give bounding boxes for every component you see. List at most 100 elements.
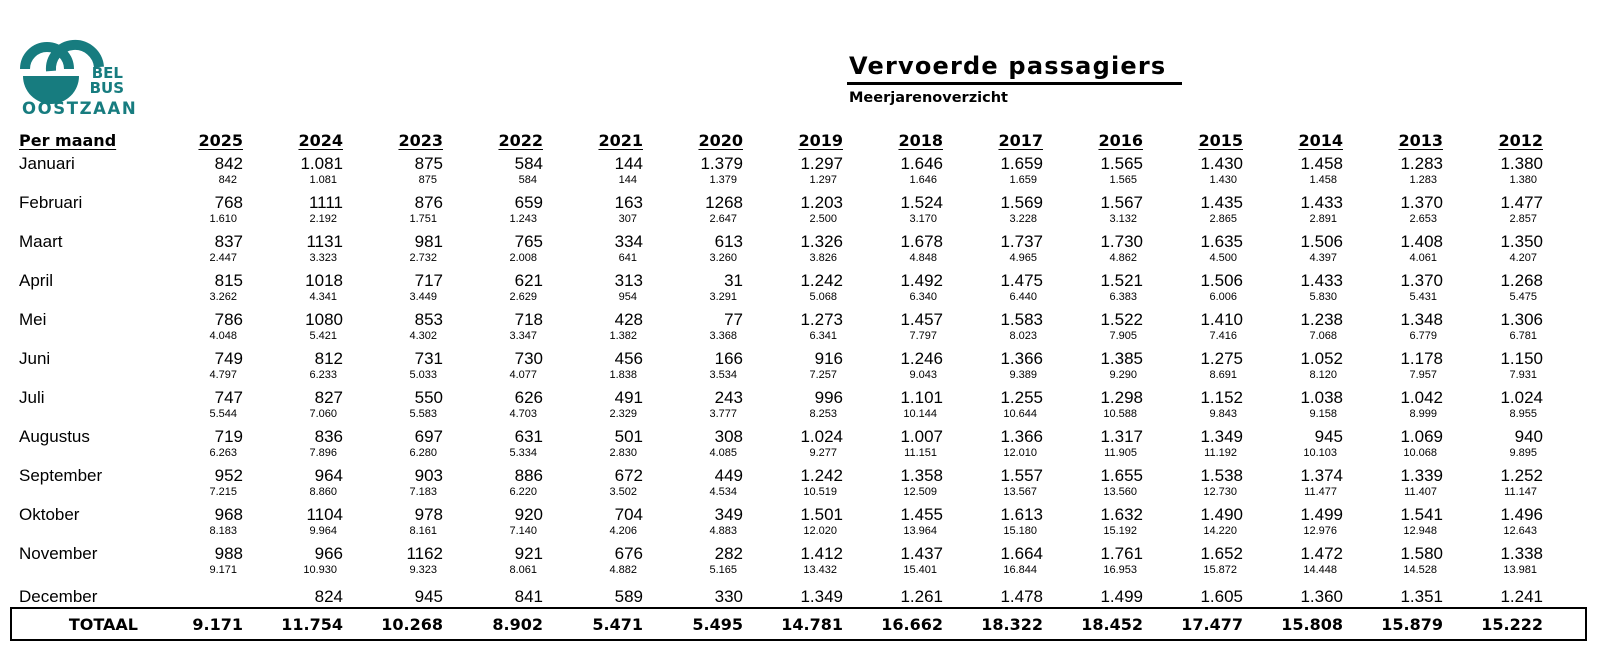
cumulative-value-cell: 8.691 bbox=[1209, 369, 1237, 381]
cumulative-value-cell: 9.843 bbox=[1209, 408, 1237, 420]
month-value-cell: 1111 bbox=[308, 193, 343, 212]
cumulative-value-cell: 10.103 bbox=[1303, 447, 1337, 459]
cumulative-value-cell: 7.140 bbox=[509, 525, 537, 537]
cumulative-row-mei: 4.048 5.421 4.302 3.347 1.382 3.368 6.341 7.797… bbox=[11, 330, 1586, 345]
cumulative-value-cell: 5.431 bbox=[1409, 291, 1437, 303]
filler-cell bbox=[1546, 564, 1586, 579]
month-value-cell: 837 bbox=[214, 232, 243, 251]
cumulative-row-september: 7.215 8.860 7.183 6.220 3.502 4.534 10.519 12.5… bbox=[11, 486, 1586, 501]
month-value-cell: 308 bbox=[714, 427, 743, 446]
month-value-cell: 1.522 bbox=[1100, 310, 1143, 329]
cumulative-value-cell: 11.151 bbox=[904, 447, 937, 459]
cumulative-value-cell: 13.432 bbox=[803, 564, 837, 576]
cumulative-value-cell: 5.583 bbox=[409, 408, 437, 420]
cumulative-value-cell: 4.965 bbox=[1009, 252, 1037, 264]
month-value-cell: 876 bbox=[414, 193, 443, 212]
month-value-cell: 1.042 bbox=[1400, 388, 1443, 407]
cumulative-value-cell: 2.891 bbox=[1309, 213, 1337, 225]
total-value-cell: 16.662 bbox=[846, 607, 946, 641]
month-row-september: September 952 964 903 886 672 449 1.242 1.358 1.5… bbox=[11, 462, 1586, 486]
month-value-cell: 875 bbox=[414, 154, 443, 173]
month-value-cell: 827 bbox=[314, 388, 343, 407]
cumulative-value-cell: 8.183 bbox=[209, 525, 237, 537]
cumulative-value-cell: 5.334 bbox=[509, 447, 537, 459]
cumulative-value-cell: 12.730 bbox=[1203, 486, 1237, 498]
cumulative-value-cell: 4.085 bbox=[709, 447, 737, 459]
month-value-cell: 719 bbox=[214, 427, 243, 446]
cumulative-value-cell: 9.389 bbox=[1009, 369, 1037, 381]
cumulative-value-cell: 14.220 bbox=[1203, 525, 1237, 537]
cumulative-value-cell: 13.560 bbox=[1103, 486, 1137, 498]
cumulative-value-cell: 4.206 bbox=[609, 525, 637, 537]
month-value-cell: 1.298 bbox=[1100, 388, 1143, 407]
cumulative-value-cell: 4.397 bbox=[1309, 252, 1337, 264]
month-value-cell: 1.152 bbox=[1200, 388, 1243, 407]
cumulative-value-cell: 875 bbox=[418, 174, 437, 186]
cumulative-value-cell: 4.862 bbox=[1109, 252, 1137, 264]
cumulative-value-cell: 1.243 bbox=[509, 213, 537, 225]
month-value-cell: 456 bbox=[614, 349, 643, 368]
column-header-year-2021: 2021 bbox=[598, 131, 643, 150]
cumulative-value-cell: 4.883 bbox=[709, 525, 737, 537]
month-value-cell: 1.477 bbox=[1500, 193, 1543, 212]
month-value-cell: 1.567 bbox=[1100, 193, 1143, 212]
cumulative-value-cell: 2.500 bbox=[809, 213, 837, 225]
month-value-cell: 428 bbox=[614, 310, 643, 329]
cumulative-value-cell: 2.647 bbox=[709, 213, 737, 225]
cumulative-label-spacer bbox=[11, 213, 146, 228]
month-value-cell: 1.455 bbox=[900, 505, 943, 524]
month-value-cell: 1.317 bbox=[1100, 427, 1143, 446]
cumulative-value-cell: 5.165 bbox=[709, 564, 737, 576]
cumulative-value-cell: 4.703 bbox=[509, 408, 537, 420]
cumulative-value-cell: 15.180 bbox=[1003, 525, 1037, 537]
total-value-cell: 11.754 bbox=[246, 607, 346, 641]
cumulative-value-cell: 584 bbox=[518, 174, 537, 186]
filler-cell bbox=[1546, 486, 1586, 501]
month-value-cell: 1.255 bbox=[1000, 388, 1043, 407]
cumulative-value-cell: 2.008 bbox=[509, 252, 537, 264]
month-value-cell: 1.408 bbox=[1400, 232, 1443, 251]
cumulative-value-cell: 6.341 bbox=[809, 330, 837, 342]
month-value-cell: 1.492 bbox=[900, 271, 943, 290]
cumulative-value-cell: 2.653 bbox=[1409, 213, 1437, 225]
month-label: Juli bbox=[19, 388, 45, 407]
month-value-cell: 676 bbox=[614, 544, 643, 563]
month-value-cell: 1.410 bbox=[1200, 310, 1243, 329]
cumulative-value-cell: 7.957 bbox=[1409, 369, 1437, 381]
month-value-cell: 621 bbox=[514, 271, 543, 290]
cumulative-value-cell: 6.383 bbox=[1109, 291, 1137, 303]
month-value-cell: 1.275 bbox=[1200, 349, 1243, 368]
month-value-cell: 1.737 bbox=[1000, 232, 1043, 251]
logo-right-dome-icon bbox=[45, 39, 104, 72]
month-value-cell: 841 bbox=[514, 587, 543, 606]
month-value-cell: 1.433 bbox=[1300, 271, 1343, 290]
total-value-cell: 5.495 bbox=[646, 607, 746, 641]
month-value-cell: 836 bbox=[314, 427, 343, 446]
cumulative-value-cell: 144 bbox=[618, 174, 637, 186]
cumulative-value-cell: 4.048 bbox=[209, 330, 237, 342]
month-value-cell: 1.632 bbox=[1100, 505, 1143, 524]
cumulative-value-cell: 3.502 bbox=[609, 486, 637, 498]
cumulative-value-cell: 2.732 bbox=[409, 252, 437, 264]
month-value-cell: 697 bbox=[414, 427, 443, 446]
cumulative-value-cell: 3.323 bbox=[309, 252, 337, 264]
filler-cell bbox=[1546, 525, 1586, 540]
cumulative-value-cell: 4.061 bbox=[1409, 252, 1437, 264]
month-label: Mei bbox=[19, 310, 47, 329]
cumulative-value-cell: 4.534 bbox=[709, 486, 737, 498]
month-value-cell: 921 bbox=[514, 544, 543, 563]
cumulative-value-cell: 4.077 bbox=[509, 369, 537, 381]
total-value-cell: 15.879 bbox=[1346, 607, 1446, 641]
month-row-april: April 815 1018 717 621 313 31 1.242 1.492 1.475 1.… bbox=[11, 267, 1586, 291]
cumulative-value-cell: 9.323 bbox=[409, 564, 437, 576]
cumulative-value-cell: 15.872 bbox=[1203, 564, 1237, 576]
cumulative-value-cell: 3.368 bbox=[709, 330, 737, 342]
cumulative-row-januari: 842 1.081 875 584 144 1.379 1.297 1.646 1.659 1.5… bbox=[11, 174, 1586, 189]
month-value-cell: 731 bbox=[414, 349, 443, 368]
cumulative-value-cell: 4.302 bbox=[409, 330, 437, 342]
cumulative-value-cell: 2.830 bbox=[609, 447, 637, 459]
month-label: Januari bbox=[19, 154, 75, 173]
total-value-cell: 18.452 bbox=[1046, 607, 1146, 641]
cumulative-value-cell: 10.068 bbox=[1403, 447, 1437, 459]
month-row-maart: Maart 837 1131 981 765 334 613 1.326 1.678 1.737 1… bbox=[11, 228, 1586, 252]
